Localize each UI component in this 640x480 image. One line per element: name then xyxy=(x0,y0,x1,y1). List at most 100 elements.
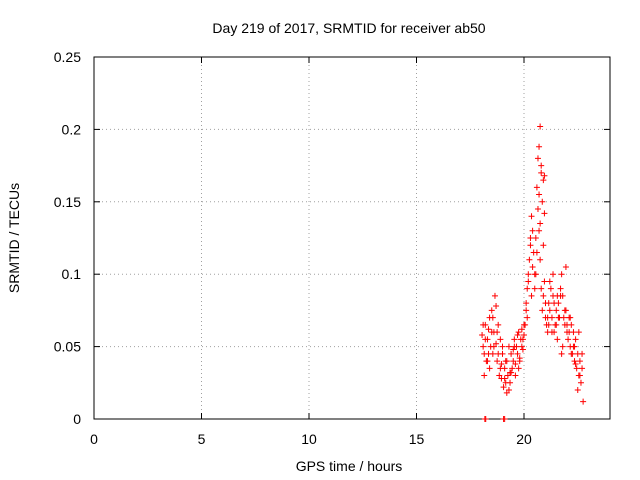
data-point xyxy=(500,384,507,391)
y-tick-label: 0.15 xyxy=(54,194,81,210)
data-point xyxy=(523,300,530,307)
data-point xyxy=(541,278,548,285)
data-point xyxy=(550,271,557,278)
data-point xyxy=(536,143,543,150)
data-point xyxy=(546,307,553,314)
data-point xyxy=(527,242,534,249)
data-point xyxy=(579,365,586,372)
data-point xyxy=(539,307,546,314)
data-point xyxy=(533,184,540,191)
data-point xyxy=(481,372,488,379)
data-point xyxy=(528,213,535,220)
data-point xyxy=(541,210,548,217)
data-point xyxy=(565,336,572,343)
data-point xyxy=(546,278,553,285)
grid-lines xyxy=(94,57,610,419)
data-point xyxy=(512,360,519,367)
data-point xyxy=(499,343,506,350)
data-point xyxy=(514,332,521,339)
data-point xyxy=(544,314,551,321)
plot-frame xyxy=(93,56,611,420)
data-point xyxy=(573,365,580,372)
x-tick-label: 0 xyxy=(90,431,98,447)
data-point xyxy=(547,285,554,292)
data-point xyxy=(579,350,586,357)
data-point xyxy=(524,285,531,292)
data-point xyxy=(482,416,489,422)
data-point xyxy=(510,346,517,353)
data-point xyxy=(488,307,495,314)
y-tick-label: 0 xyxy=(73,411,81,427)
data-point xyxy=(542,300,549,307)
data-point xyxy=(518,343,525,350)
x-tick-label: 10 xyxy=(301,431,317,447)
data-point xyxy=(489,314,496,321)
data-point xyxy=(494,358,501,365)
data-point xyxy=(502,379,509,386)
x-tick-label: 5 xyxy=(198,431,206,447)
data-point xyxy=(532,235,539,241)
data-point xyxy=(494,329,501,336)
data-point xyxy=(559,343,566,350)
data-point xyxy=(532,271,539,278)
data-point xyxy=(538,169,545,176)
data-point xyxy=(482,336,489,343)
x-tick-label: 15 xyxy=(409,431,425,447)
data-point xyxy=(558,271,565,278)
x-tick-label: 20 xyxy=(516,431,532,447)
data-point xyxy=(507,369,514,376)
x-axis-title: GPS time / hours xyxy=(296,458,403,474)
data-point xyxy=(511,336,518,343)
data-point xyxy=(568,350,575,357)
data-point xyxy=(580,398,587,405)
data-point xyxy=(548,329,555,336)
data-point xyxy=(516,358,523,365)
data-point xyxy=(525,271,532,278)
data-point xyxy=(560,314,567,321)
y-tick-label: 0.1 xyxy=(62,266,82,282)
data-point xyxy=(562,263,569,270)
data-point xyxy=(576,372,583,379)
data-point xyxy=(554,292,561,299)
data-point xyxy=(575,329,582,336)
data-point xyxy=(519,346,526,353)
data-point xyxy=(577,379,584,386)
data-point xyxy=(514,350,521,357)
data-point xyxy=(524,314,531,321)
data-point xyxy=(533,249,540,256)
data-point xyxy=(528,292,535,299)
data-point xyxy=(485,326,492,333)
data-point xyxy=(501,416,508,422)
data-point xyxy=(526,256,533,263)
data-point xyxy=(480,343,487,350)
data-point xyxy=(537,220,544,227)
data-point xyxy=(493,303,500,310)
data-point xyxy=(479,332,486,339)
data-point xyxy=(531,285,538,292)
data-point xyxy=(537,256,544,263)
data-point xyxy=(512,372,519,379)
data-points xyxy=(479,123,587,422)
data-point xyxy=(534,206,541,213)
data-point xyxy=(495,350,502,357)
data-point xyxy=(538,162,545,169)
y-axis-title: SRMTID / TECUs xyxy=(6,183,22,293)
data-point xyxy=(536,227,543,234)
data-point xyxy=(501,375,508,382)
data-point xyxy=(561,307,568,314)
data-point xyxy=(508,350,515,357)
data-point xyxy=(541,172,548,179)
data-point xyxy=(505,343,512,350)
data-point xyxy=(484,358,491,365)
data-point xyxy=(521,332,527,339)
data-point xyxy=(488,329,495,336)
data-point xyxy=(545,321,552,328)
data-point xyxy=(529,227,536,234)
data-point xyxy=(497,336,504,343)
data-point xyxy=(538,285,545,292)
data-point xyxy=(571,343,578,350)
data-point xyxy=(519,336,526,343)
data-point xyxy=(572,360,579,367)
data-point xyxy=(497,365,504,372)
